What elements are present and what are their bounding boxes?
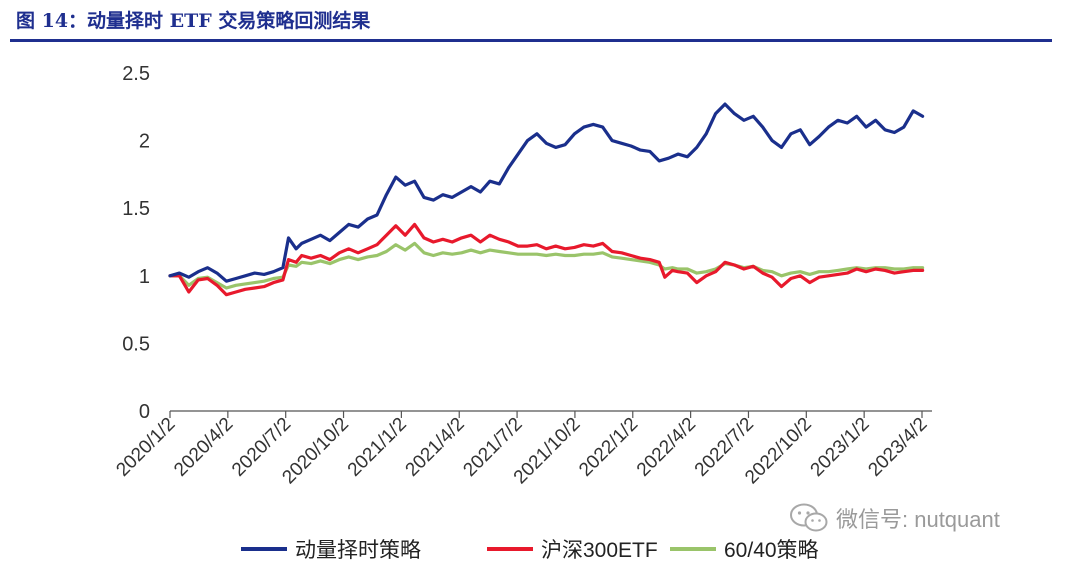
legend-label-0: 动量择时策略 <box>295 539 421 562</box>
series-lines <box>168 102 925 297</box>
series-line-2 <box>168 241 925 290</box>
x-tick-label: 2022/1/2 <box>575 414 642 481</box>
watermark: 微信号: nutquant <box>788 502 1000 534</box>
watermark-text: 微信号: nutquant <box>836 507 1000 532</box>
x-tick-label: 2020/1/2 <box>112 414 179 481</box>
y-tick-label: 1.5 <box>122 198 150 220</box>
x-tick-label: 2021/1/2 <box>344 414 411 481</box>
title-rule <box>10 39 1052 42</box>
y-tick-label: 2.5 <box>122 63 150 85</box>
x-axis: 2020/1/22020/4/22020/7/22020/10/22021/1/… <box>112 410 932 488</box>
legend-label-2: 60/40策略 <box>724 539 819 562</box>
x-tick-label: 2020/4/2 <box>170 414 237 481</box>
y-tick-label: 0 <box>139 401 150 423</box>
x-tick-label: 2023/4/2 <box>864 414 931 481</box>
y-tick-label: 0.5 <box>122 333 150 355</box>
legend-label-1: 沪深300ETF <box>541 539 658 562</box>
figure-title: 图 14：动量择时 ETF 交易策略回测结果 <box>16 10 371 32</box>
y-tick-label: 1 <box>139 266 150 288</box>
x-tick-label: 2023/1/2 <box>807 414 874 481</box>
y-tick-label: 2 <box>139 131 150 153</box>
series-line-0 <box>168 102 925 283</box>
wechat-icon <box>790 503 828 532</box>
x-tick-label: 2021/4/2 <box>402 414 469 481</box>
y-axis: 0 0.5 1 1.5 2 2.5 <box>122 63 150 423</box>
x-tick-label: 2022/4/2 <box>633 414 700 481</box>
legend: 动量择时策略 沪深300ETF 60/40策略 <box>241 539 819 562</box>
series-line-1 <box>168 222 925 297</box>
